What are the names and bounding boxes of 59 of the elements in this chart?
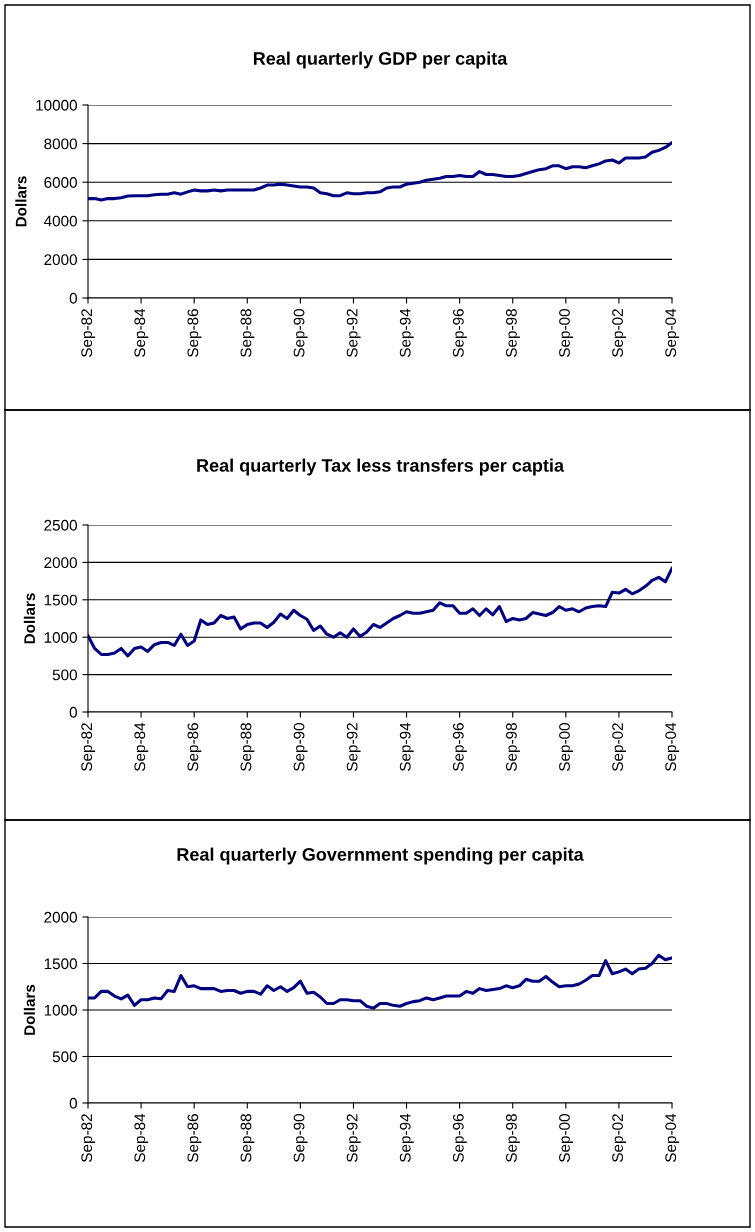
- x-tick-label: Sep-90: [293, 723, 308, 771]
- x-tick-label: Sep-04: [665, 1113, 680, 1162]
- y-tick-label: 1000: [44, 1004, 77, 1016]
- y-tick-label: 2000: [44, 911, 77, 923]
- x-tick-label: Sep-92: [346, 309, 361, 357]
- chart-title: Real quarterly Government spending per capita: [177, 847, 584, 865]
- y-tick-label: 500: [52, 669, 77, 681]
- y-tick-label: 10000: [36, 99, 77, 111]
- x-tick-label: Sep-00: [559, 309, 573, 357]
- x-tick-label: Sep-94: [399, 722, 414, 771]
- x-tick-label: Sep-84: [134, 1113, 149, 1162]
- x-tick-label: Sep-04: [665, 308, 680, 357]
- y-axis-title: Dollars: [15, 176, 27, 227]
- y-tick-label: 0: [69, 1097, 77, 1109]
- y-tick-label: 4000: [43, 215, 77, 227]
- x-tick-label: Sep-84: [134, 308, 149, 357]
- x-tick-label: Sep-86: [187, 723, 202, 771]
- y-tick-label: 6000: [44, 177, 77, 188]
- x-tick-label: Sep-82: [81, 309, 96, 357]
- y-tick-label: 500: [52, 1051, 77, 1063]
- y-tick-label: 2000: [44, 254, 77, 266]
- y-tick-label: 1500: [44, 594, 77, 606]
- x-tick-label: Sep-00: [559, 723, 573, 771]
- x-tick-label: Sep-88: [240, 309, 255, 357]
- x-tick-label: Sep-98: [506, 723, 520, 771]
- x-tick-label: Sep-96: [452, 309, 467, 357]
- x-tick-label: Sep-02: [612, 309, 627, 357]
- x-tick-label: Sep-96: [452, 723, 467, 771]
- y-axis-title: Dollars: [23, 984, 36, 1035]
- y-tick-label: 2000: [44, 557, 77, 569]
- chart-title: Real quarterly GDP per capita: [253, 51, 508, 69]
- x-tick-label: Sep-86: [187, 1114, 202, 1162]
- x-tick-label: Sep-82: [81, 723, 96, 771]
- y-tick-label: 0: [69, 706, 77, 718]
- x-tick-label: Sep-94: [399, 308, 414, 357]
- x-tick-label: Sep-98: [506, 1114, 520, 1162]
- x-tick-label: Sep-02: [612, 723, 627, 771]
- x-tick-label: Sep-96: [452, 1114, 467, 1162]
- x-tick-label: Sep-88: [240, 723, 255, 771]
- x-tick-label: Sep-82: [81, 1114, 96, 1162]
- y-tick-label: 2500: [44, 519, 77, 531]
- y-axis-title: Dollars: [23, 593, 36, 644]
- y-tick-label: 1000: [44, 632, 77, 643]
- x-tick-label: Sep-92: [346, 1114, 361, 1162]
- x-tick-label: Sep-84: [134, 722, 149, 771]
- x-tick-label: Sep-86: [187, 309, 202, 357]
- x-tick-label: Sep-02: [612, 1114, 627, 1162]
- x-tick-label: Sep-04: [665, 722, 680, 771]
- x-tick-label: Sep-00: [559, 1114, 573, 1162]
- y-tick-label: 0: [69, 292, 77, 304]
- y-tick-label: 8000: [44, 138, 77, 150]
- chart-title: Real quarterly Tax less transfers per captia: [197, 458, 565, 476]
- x-tick-label: Sep-90: [293, 309, 308, 357]
- x-tick-label: Sep-90: [293, 1114, 308, 1162]
- x-tick-label: Sep-98: [506, 309, 520, 357]
- x-tick-label: Sep-94: [399, 1113, 414, 1162]
- y-tick-label: 1500: [44, 958, 77, 970]
- x-tick-label: Sep-92: [346, 723, 361, 771]
- x-tick-label: Sep-88: [240, 1114, 255, 1162]
